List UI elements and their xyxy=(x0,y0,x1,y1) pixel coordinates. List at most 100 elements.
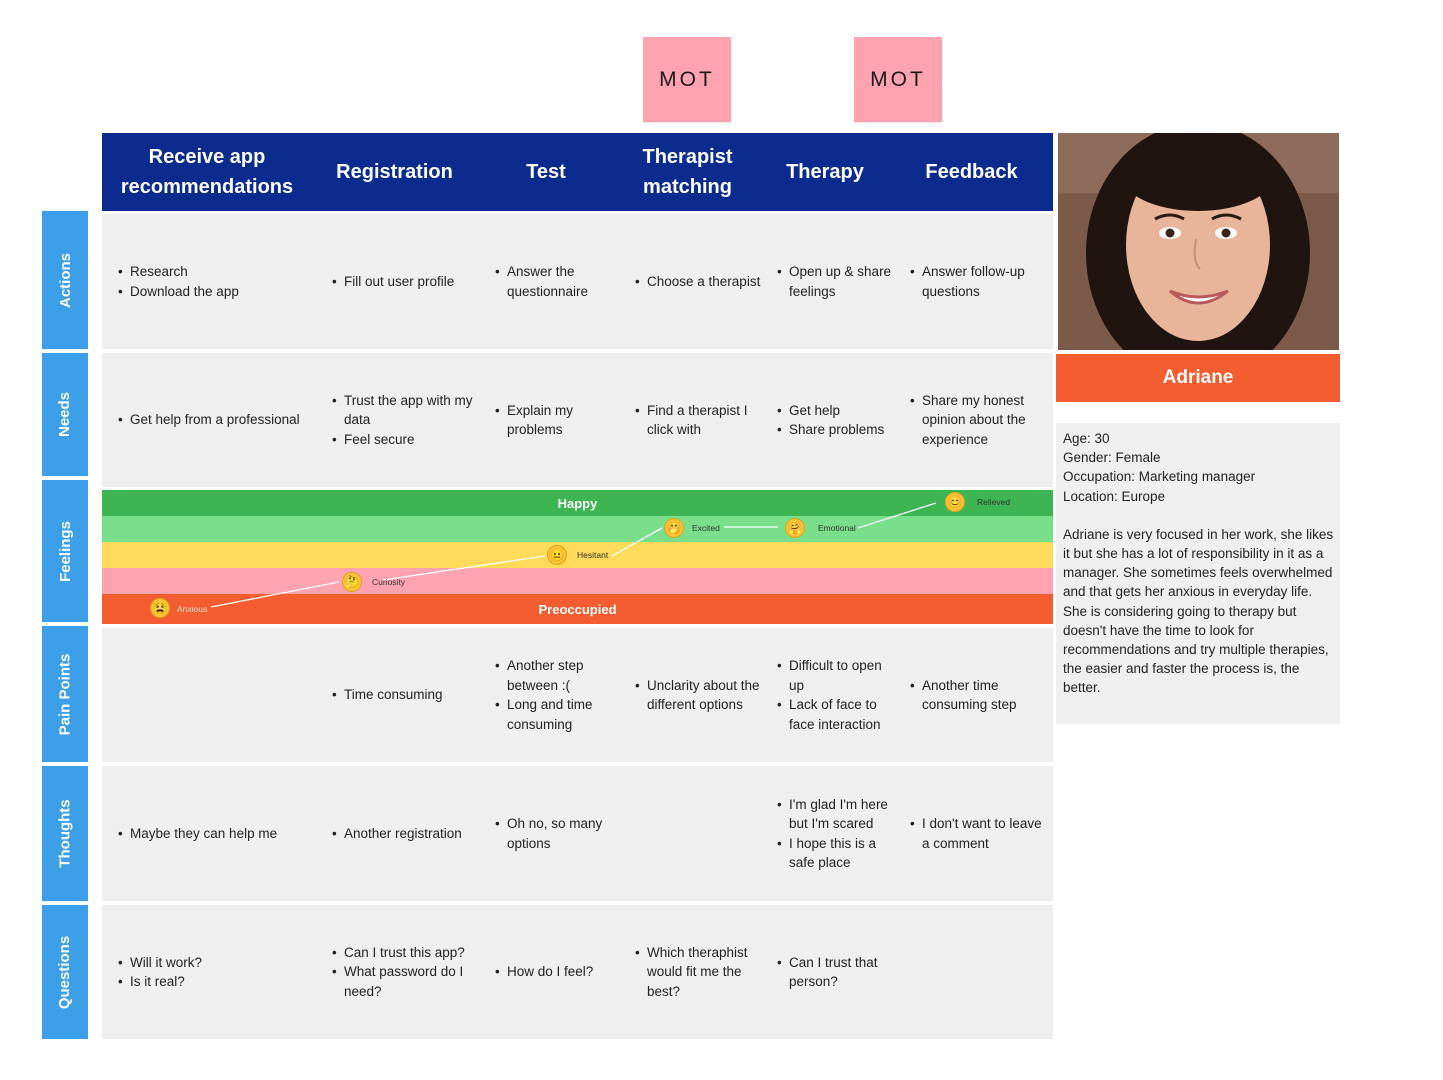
persona-photo-icon xyxy=(1058,133,1339,350)
hand-over-mouth-face-icon: 🤭 xyxy=(664,518,684,538)
cell-needs-3: Find a therapist I click with xyxy=(635,353,765,487)
bullet-list: Share my honest opinion about the experi… xyxy=(910,391,1045,450)
feeling-band-2 xyxy=(102,516,1053,542)
row-label-text: Feelings xyxy=(56,520,74,582)
persona-location: Location: Europe xyxy=(1063,488,1166,504)
mot-label: MOT xyxy=(870,67,926,91)
row-label-pain-points: Pain Points xyxy=(42,626,88,762)
bullet-list: I don't want to leave a comment xyxy=(910,814,1045,853)
list-item: Open up & share feelings xyxy=(777,262,897,301)
list-item: Answer follow-up questions xyxy=(910,262,1045,301)
stage-header: Receive app recommendations Registration… xyxy=(102,133,1053,211)
bullet-list: Get help from a professional xyxy=(118,410,300,430)
list-item: Another time consuming step xyxy=(910,676,1045,715)
bullet-list: Can I trust that person? xyxy=(777,953,897,992)
row-label-actions: Actions xyxy=(42,211,88,349)
tired-face-icon: 😫 xyxy=(150,598,170,618)
bullet-list: Trust the app with my dataFeel secure xyxy=(332,391,482,450)
bullet-list: Another step between :(Long and time con… xyxy=(495,656,625,734)
list-item: Get help xyxy=(777,401,884,421)
list-item: Maybe they can help me xyxy=(118,824,277,844)
thinking-face-icon: 🤔 xyxy=(342,572,362,592)
cell-thoughts-1: Another registration xyxy=(332,766,482,901)
list-item: Explain my problems xyxy=(495,401,625,440)
bullet-list: Difficult to open upLack of face to face… xyxy=(777,656,897,734)
cell-pain-points-1: Time consuming xyxy=(332,628,482,762)
feeling-label-excited: Excited xyxy=(692,523,720,533)
list-item: Difficult to open up xyxy=(777,656,897,695)
stage-therapist-matching: Therapist matching xyxy=(642,146,733,198)
feeling-label-curiosity: Curiosity xyxy=(372,577,406,587)
list-item: Oh no, so many options xyxy=(495,814,625,853)
list-item: Will it work? xyxy=(118,953,202,973)
feeling-band-3 xyxy=(102,542,1053,568)
mot-label: MOT xyxy=(659,67,715,91)
bullet-list: Open up & share feelings xyxy=(777,262,897,301)
persona-occupation: Occupation: Marketing manager xyxy=(1063,469,1256,485)
cell-actions-3: Choose a therapist xyxy=(635,214,765,349)
bullet-list: Explain my problems xyxy=(495,401,625,440)
cell-pain-points-3: Unclarity about the different options xyxy=(635,628,765,762)
row-label-questions: Questions xyxy=(42,905,88,1039)
persona-bio: Adriane is very focused in her work, she… xyxy=(1063,526,1334,696)
list-item: I'm glad I'm here but I'm scared xyxy=(777,795,897,834)
row-label-text: Questions xyxy=(56,935,74,1009)
cell-questions-5 xyxy=(910,905,1045,1039)
list-item: Can I trust this app? xyxy=(332,943,482,963)
cell-thoughts-0: Maybe they can help me xyxy=(118,766,313,901)
row-label-text: Needs xyxy=(56,391,74,438)
row-label-feelings: Feelings xyxy=(42,480,88,622)
list-item: Share problems xyxy=(777,420,884,440)
stage-feedback: Feedback xyxy=(925,161,1018,183)
list-item: Fill out user profile xyxy=(332,272,454,292)
list-item: Answer the questionnaire xyxy=(495,262,625,301)
list-item: Find a therapist I click with xyxy=(635,401,765,440)
list-item: Unclarity about the different options xyxy=(635,676,765,715)
cell-thoughts-2: Oh no, so many options xyxy=(495,766,625,901)
list-item: Another registration xyxy=(332,824,462,844)
feeling-band-4 xyxy=(102,568,1053,594)
mot-sticker-1: MOT xyxy=(643,37,731,122)
list-item: What password do I need? xyxy=(332,962,482,1001)
stage-receive-app-recommendations: Receive app recommendations xyxy=(120,146,294,198)
bullet-list: Oh no, so many options xyxy=(495,814,625,853)
bullet-list: Another registration xyxy=(332,824,462,844)
row-label-needs: Needs xyxy=(42,353,88,476)
list-item: Which theraphist would fit me the best? xyxy=(635,943,765,1002)
feeling-label-relieved: Relieved xyxy=(977,497,1011,507)
bullet-list: Maybe they can help me xyxy=(118,824,277,844)
list-item: Lack of face to face interaction xyxy=(777,695,897,734)
list-item: Download the app xyxy=(118,282,239,302)
cell-pain-points-5: Another time consuming step xyxy=(910,628,1045,762)
bullet-list: Another time consuming step xyxy=(910,676,1045,715)
bullet-list: Get helpShare problems xyxy=(777,401,884,440)
list-item: Feel secure xyxy=(332,430,482,450)
bullet-list: Answer the questionnaire xyxy=(495,262,625,301)
cell-actions-2: Answer the questionnaire xyxy=(495,214,625,349)
smiling-face-icon: 😊 xyxy=(945,492,965,512)
list-item: Share my honest opinion about the experi… xyxy=(910,391,1045,450)
bullet-list: Find a therapist I click with xyxy=(635,401,765,440)
neutral-face-icon: 😐 xyxy=(547,545,567,565)
list-item: Can I trust that person? xyxy=(777,953,897,992)
cell-actions-4: Open up & share feelings xyxy=(777,214,897,349)
cell-questions-0: Will it work?Is it real? xyxy=(118,905,313,1039)
bullet-list: Answer follow-up questions xyxy=(910,262,1045,301)
cell-pain-points-2: Another step between :(Long and time con… xyxy=(495,628,625,762)
list-item: I hope this is a safe place xyxy=(777,834,897,873)
bullet-list: Choose a therapist xyxy=(635,272,760,292)
cell-questions-2: How do I feel? xyxy=(495,905,625,1039)
cell-actions-0: ResearchDownload the app xyxy=(118,214,313,349)
bullet-list: I'm glad I'm here but I'm scaredI hope t… xyxy=(777,795,897,873)
list-item: How do I feel? xyxy=(495,962,593,982)
cell-questions-4: Can I trust that person? xyxy=(777,905,897,1039)
list-item: Time consuming xyxy=(332,685,443,705)
stage-registration: Registration xyxy=(336,161,453,183)
cell-needs-4: Get helpShare problems xyxy=(777,353,897,487)
cell-thoughts-3 xyxy=(635,766,765,901)
feeling-band-preoccupied-label: Preoccupied xyxy=(538,601,617,617)
bullet-list: Can I trust this app?What password do I … xyxy=(332,943,482,1002)
bullet-list: Fill out user profile xyxy=(332,272,454,292)
portrait-illustration xyxy=(1058,133,1339,350)
hugging-face-icon: 🤗 xyxy=(785,518,805,538)
